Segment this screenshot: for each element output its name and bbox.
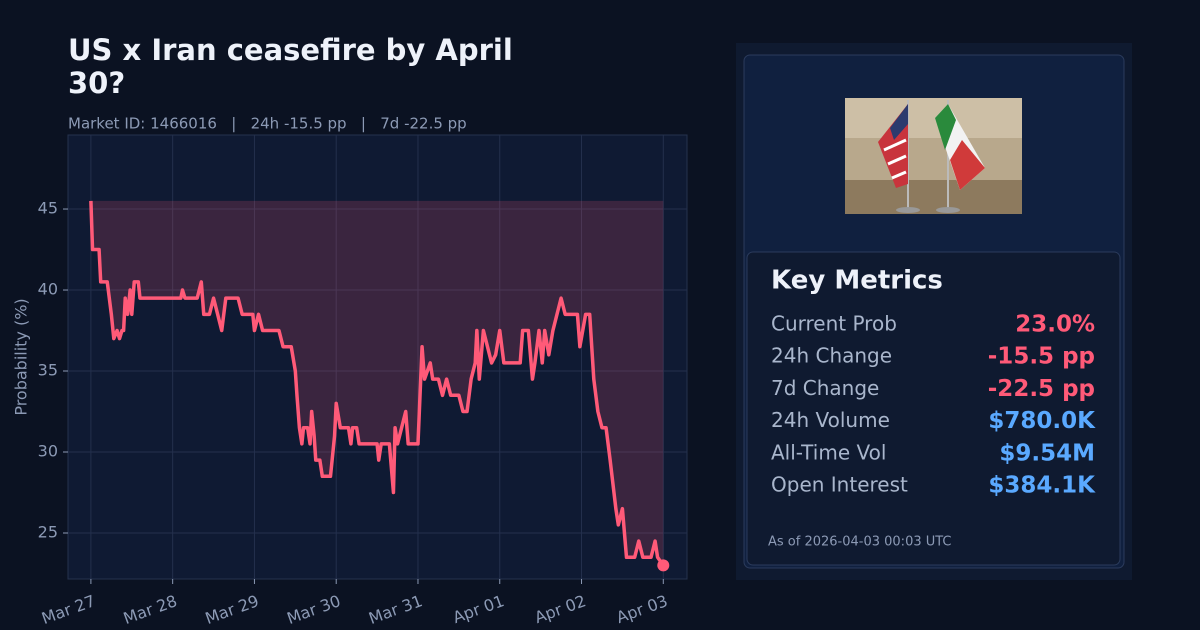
- metric-value: -15.5 pp: [988, 344, 1095, 370]
- as-of: As of 2026-04-03 00:03 UTC: [768, 535, 952, 550]
- metric-value: $9.54M: [999, 440, 1095, 466]
- metric-label: All-Time Vol: [771, 440, 886, 464]
- chart-subtitle: Market ID: 1466016 | 24h -15.5 pp | 7d -…: [68, 115, 467, 133]
- x-tick-label: Mar 29: [203, 591, 262, 628]
- x-tick-label: Mar 28: [121, 591, 180, 628]
- metric-value: -22.5 pp: [988, 376, 1095, 402]
- x-tick-label: Apr 01: [450, 591, 506, 627]
- x-tick-label: Mar 30: [284, 591, 343, 628]
- metric-label: Open Interest: [771, 473, 908, 497]
- metric-label: Current Prob: [771, 312, 897, 336]
- x-tick-label: Apr 03: [614, 591, 670, 627]
- metric-value: $780.0K: [988, 408, 1096, 434]
- metric-label: 24h Change: [771, 344, 892, 368]
- metrics-box: [746, 251, 1121, 566]
- x-tick-label: Mar 31: [366, 591, 425, 628]
- metrics-title: Key Metrics: [771, 266, 943, 296]
- y-axis-label: Probability (%): [12, 298, 31, 415]
- y-tick-label: 25: [38, 522, 58, 541]
- line: [89, 200, 665, 567]
- last-point: [657, 559, 670, 572]
- plot: 25 30 35 40 45 Mar 27 Mar 28 Mar 29 Mar 30 Mar 31…: [38, 135, 687, 628]
- chart-title: US x Iran ceasefire by April 30?: [68, 33, 513, 100]
- x-tick-label: Mar 27: [39, 591, 98, 628]
- metric-label: 7d Change: [771, 376, 879, 400]
- metric-value: $384.1K: [988, 473, 1096, 499]
- y-tick-label: 35: [38, 361, 58, 380]
- y-tick-label: 45: [38, 199, 58, 218]
- x-tick-label: Apr 02: [532, 591, 588, 627]
- y-tick-label: 40: [38, 280, 58, 299]
- metric-label: 24h Volume: [771, 408, 890, 432]
- metrics: Current Prob 23.0% 24h Change -15.5 pp 7d Ch…: [771, 312, 1096, 499]
- flags-image: [845, 98, 1022, 214]
- y-tick-label: 30: [38, 442, 58, 461]
- area: [90, 200, 664, 566]
- metric-value: 23.0%: [1015, 312, 1095, 338]
